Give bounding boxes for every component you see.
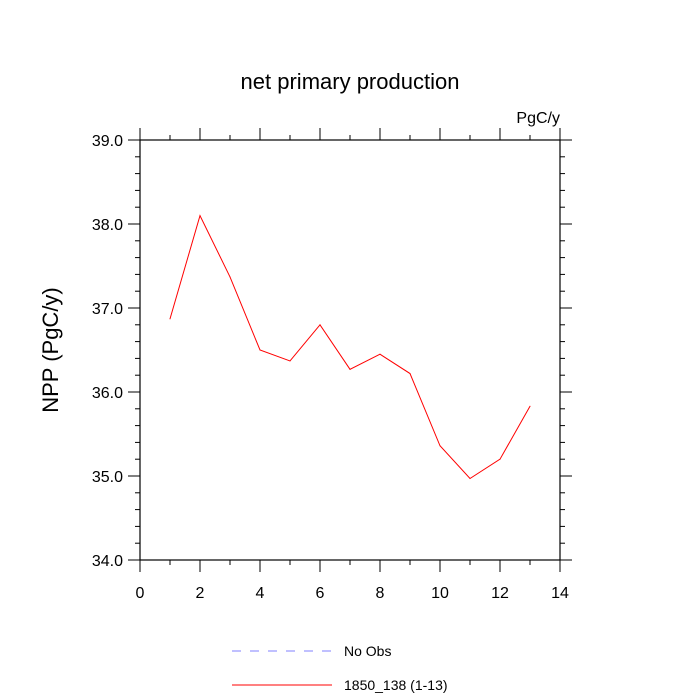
legend-label-1850-138: 1850_138 (1-13) [344,677,448,693]
data-point [259,349,261,351]
x-axis-ticks-bottom [139,560,561,572]
legend: No Obs 1850_138 (1-13) [232,643,448,693]
legend-label-no-obs: No Obs [344,643,391,659]
y-axis-label: NPP (PgC/y) [38,287,63,413]
x-tick-label: 14 [551,585,569,602]
x-tick-label: 2 [196,585,205,602]
y-tick-label: 34.0 [92,553,123,570]
x-tick-label: 8 [376,585,385,602]
y-axis-ticks-right [560,139,572,561]
x-tick-label: 0 [136,585,145,602]
series-group [169,214,531,480]
data-point [499,458,501,460]
data-point [229,276,231,278]
data-point [409,373,411,375]
chart-title: net primary production [241,69,460,94]
data-point [289,360,291,362]
x-tick-label: 12 [491,585,509,602]
data-point [469,478,471,480]
x-axis-tick-labels: 0 2 4 6 8 10 12 14 [136,585,569,602]
data-point [319,324,321,326]
data-point [379,353,381,355]
y-axis-ticks-left [128,139,140,561]
plot-frame [139,139,561,561]
x-tick-label: 4 [256,585,265,602]
data-point [529,405,531,407]
y-tick-label: 35.0 [92,469,123,486]
data-point [349,368,351,370]
data-point [169,318,171,320]
x-tick-label: 10 [431,585,449,602]
units-label: PgC/y [516,110,560,127]
x-axis-ticks-top [139,128,561,140]
y-tick-label: 36.0 [92,385,123,402]
series-line-1850-138 [169,214,531,480]
y-tick-label: 38.0 [92,217,123,234]
y-tick-label: 39.0 [92,133,123,150]
y-tick-label: 37.0 [92,301,123,318]
data-point [439,445,441,447]
y-axis-tick-labels: 34.0 35.0 36.0 37.0 38.0 39.0 [92,133,123,570]
x-tick-label: 6 [316,585,325,602]
data-point [199,215,201,217]
